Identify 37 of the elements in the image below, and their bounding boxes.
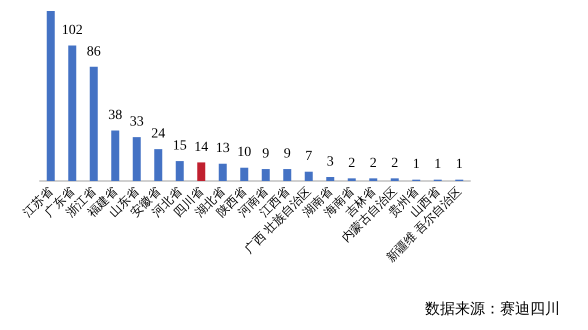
data-label: 13 (216, 141, 230, 156)
data-label: 2 (370, 156, 377, 171)
data-label: 10 (237, 145, 252, 160)
bar (390, 178, 399, 181)
data-label: 9 (284, 146, 291, 162)
data-label: 15 (172, 138, 187, 154)
bar (154, 149, 162, 181)
bar (111, 130, 120, 181)
bar (218, 164, 227, 181)
bar (68, 46, 76, 181)
bar (304, 172, 313, 181)
data-label: 1 (456, 157, 463, 172)
data-label: 14 (194, 140, 208, 155)
source-note: 数据来源：赛迪四川 (425, 300, 560, 318)
data-label: 86 (86, 44, 101, 60)
bar (369, 178, 378, 181)
bar (283, 169, 292, 181)
data-label: 1 (412, 157, 420, 172)
data-label: 3 (326, 154, 334, 170)
bar (326, 177, 334, 181)
bar (348, 178, 356, 181)
data-label: 2 (391, 156, 398, 171)
data-label: 2 (348, 156, 356, 171)
data-label: 24 (151, 126, 166, 142)
data-label: 7 (305, 149, 312, 164)
bar (262, 169, 270, 181)
data-label: 102 (62, 23, 83, 38)
bar (176, 161, 184, 181)
data-label: 33 (130, 114, 144, 130)
bar (240, 168, 248, 181)
data-label: 9 (262, 146, 270, 162)
bar (197, 162, 206, 181)
bar (46, 11, 55, 181)
data-label: 1 (434, 157, 442, 172)
bar (132, 137, 141, 181)
data-label: 38 (108, 108, 122, 124)
bar (90, 66, 98, 181)
